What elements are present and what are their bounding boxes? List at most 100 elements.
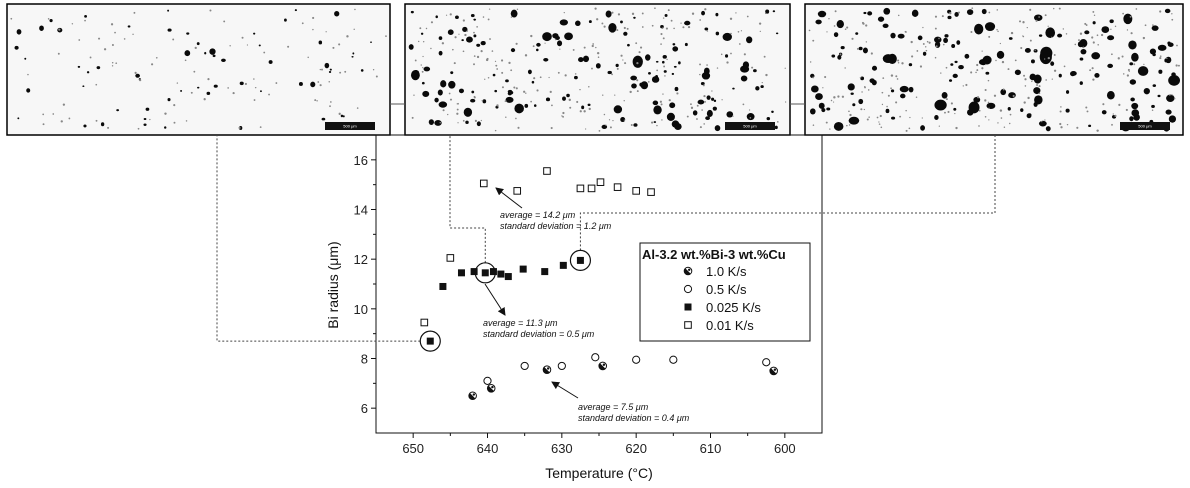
speck bbox=[232, 91, 235, 95]
speck bbox=[703, 123, 705, 125]
speck bbox=[809, 61, 812, 63]
particle bbox=[473, 18, 477, 21]
annotation-stddev-1: standard deviation = 1.2 μm bbox=[500, 221, 612, 231]
speck bbox=[690, 103, 692, 106]
speck bbox=[253, 99, 256, 101]
particle bbox=[422, 90, 430, 98]
speck bbox=[910, 40, 913, 44]
speck bbox=[1024, 78, 1027, 81]
speck bbox=[456, 103, 458, 105]
speck bbox=[344, 70, 347, 73]
speck bbox=[194, 46, 197, 50]
speck bbox=[826, 31, 828, 33]
particle bbox=[701, 72, 711, 80]
particle bbox=[410, 10, 414, 14]
speck bbox=[539, 76, 542, 79]
speck bbox=[926, 40, 929, 43]
speck bbox=[155, 56, 158, 59]
particle bbox=[1038, 34, 1043, 37]
particle bbox=[555, 35, 560, 40]
speck bbox=[925, 49, 928, 52]
speck bbox=[562, 111, 565, 115]
particle bbox=[470, 13, 475, 18]
particle bbox=[672, 46, 679, 52]
speck bbox=[864, 86, 866, 89]
particle bbox=[1165, 56, 1172, 64]
particle bbox=[533, 104, 537, 107]
speck bbox=[588, 86, 590, 88]
speck bbox=[870, 52, 873, 55]
speck bbox=[859, 76, 862, 79]
speck bbox=[504, 100, 507, 103]
speck bbox=[115, 62, 118, 65]
speck bbox=[1010, 31, 1014, 35]
speck bbox=[496, 68, 499, 70]
speck bbox=[523, 90, 526, 93]
speck bbox=[549, 90, 552, 93]
x-tick-label: 600 bbox=[774, 441, 796, 456]
particle bbox=[1030, 59, 1035, 64]
speck bbox=[1047, 56, 1050, 60]
speck bbox=[223, 20, 226, 23]
speck bbox=[696, 104, 699, 107]
data-point-series-4 bbox=[576, 184, 585, 193]
data-point-series-3 bbox=[497, 270, 505, 278]
micrograph-3: 500 μm bbox=[804, 3, 1184, 136]
particle bbox=[184, 50, 191, 57]
data-point-series-3 bbox=[504, 273, 512, 281]
y-tick-label: 14 bbox=[354, 203, 368, 218]
speck bbox=[133, 11, 136, 14]
speck bbox=[863, 108, 866, 111]
speck bbox=[995, 59, 997, 62]
speck bbox=[574, 73, 577, 75]
particle bbox=[1026, 113, 1032, 119]
particle bbox=[847, 83, 855, 91]
speck bbox=[1026, 26, 1028, 29]
speck bbox=[703, 94, 706, 98]
speck bbox=[631, 12, 635, 16]
scale-bar-1 bbox=[325, 122, 375, 130]
speck bbox=[919, 65, 923, 68]
particle bbox=[601, 124, 608, 129]
speck bbox=[650, 121, 654, 124]
particle bbox=[1157, 94, 1161, 98]
data-point-series-3 bbox=[576, 256, 584, 264]
speck bbox=[662, 93, 664, 95]
speck bbox=[1091, 36, 1094, 39]
speck bbox=[690, 106, 694, 109]
speck bbox=[312, 28, 314, 31]
speck bbox=[596, 51, 600, 55]
speck bbox=[474, 119, 477, 122]
speck bbox=[1001, 60, 1005, 64]
particle bbox=[1151, 104, 1155, 109]
speck bbox=[740, 30, 743, 32]
speck bbox=[1023, 101, 1026, 104]
speck bbox=[1002, 88, 1005, 91]
speck bbox=[962, 85, 964, 87]
particle bbox=[206, 91, 211, 96]
speck bbox=[1020, 47, 1023, 50]
speck bbox=[938, 37, 940, 40]
particle bbox=[1050, 61, 1055, 66]
particle bbox=[1065, 108, 1070, 113]
speck bbox=[812, 76, 815, 79]
speck bbox=[312, 16, 315, 20]
particle bbox=[943, 37, 948, 44]
speck bbox=[430, 21, 434, 24]
particle bbox=[167, 97, 171, 102]
particle bbox=[607, 70, 612, 75]
speck bbox=[1092, 41, 1095, 44]
particle bbox=[96, 66, 101, 70]
particle bbox=[1038, 120, 1047, 127]
speck bbox=[103, 48, 107, 51]
speck bbox=[730, 52, 732, 55]
speck bbox=[905, 109, 907, 112]
speck bbox=[612, 120, 614, 122]
speck bbox=[441, 42, 445, 45]
speck bbox=[516, 8, 519, 10]
speck bbox=[1078, 39, 1080, 42]
particle bbox=[321, 117, 326, 121]
particle bbox=[815, 19, 822, 25]
x-tick-label: 610 bbox=[700, 441, 722, 456]
particle bbox=[410, 70, 420, 81]
